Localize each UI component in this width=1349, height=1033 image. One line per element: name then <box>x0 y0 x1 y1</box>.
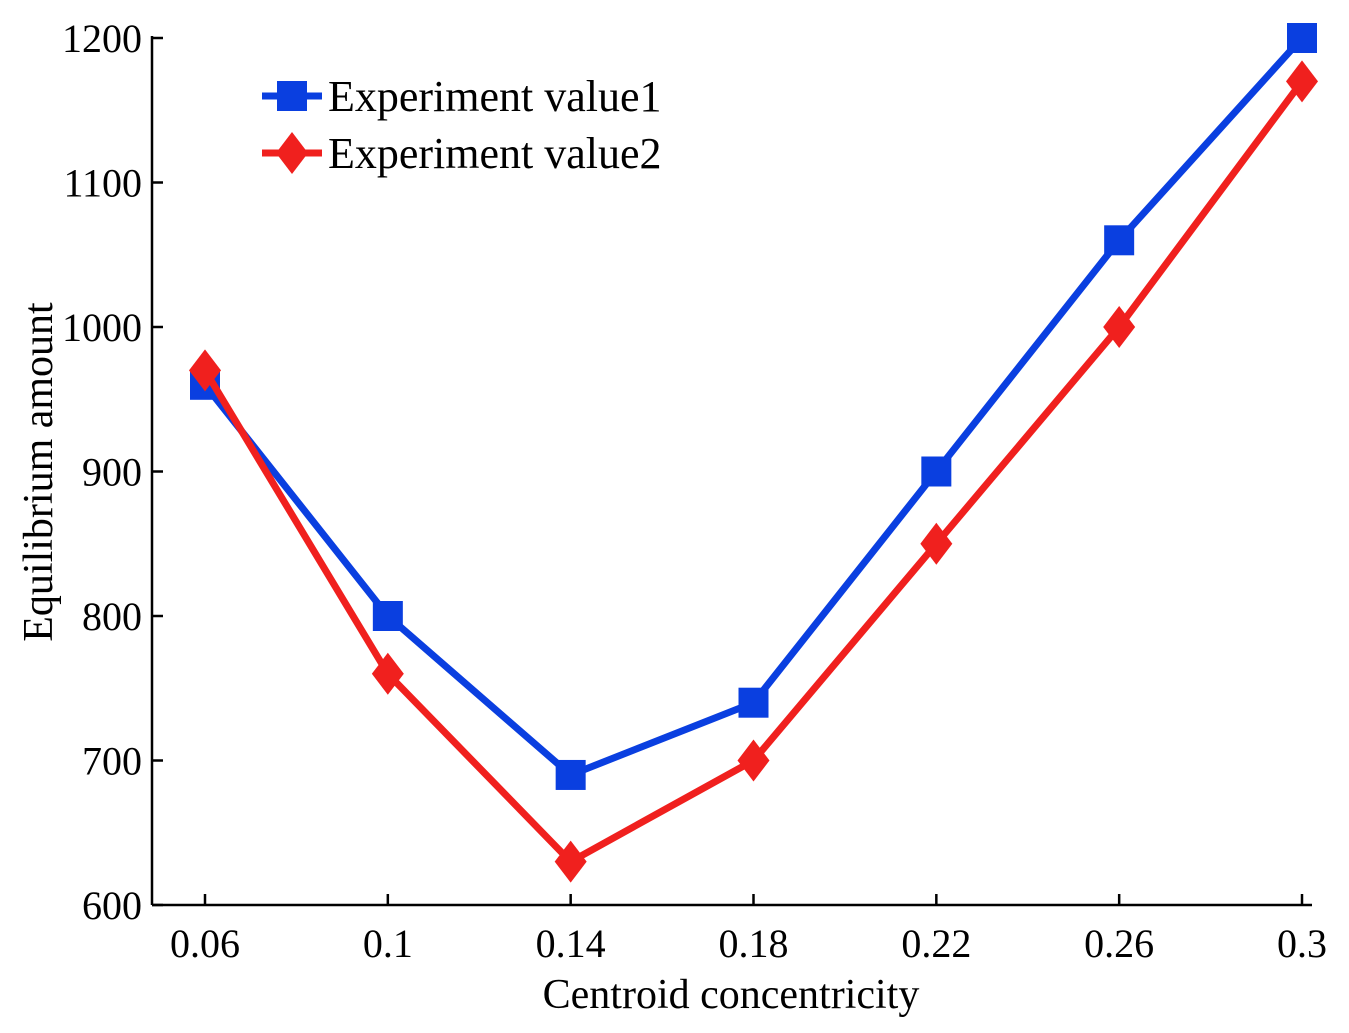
x-tick-label: 0.14 <box>536 921 606 966</box>
data-point <box>555 759 586 790</box>
legend-marker <box>277 81 307 111</box>
legend-label: Experiment value2 <box>328 129 662 178</box>
y-tick-label: 1000 <box>62 305 142 350</box>
series-1 <box>190 23 1317 790</box>
y-tick-label: 900 <box>82 450 142 495</box>
x-tick-label: 0.06 <box>170 921 240 966</box>
data-point <box>372 601 403 631</box>
x-tick-label: 0.26 <box>1084 921 1154 966</box>
data-point <box>920 522 953 565</box>
data-point <box>921 456 952 487</box>
data-point <box>737 739 770 782</box>
y-tick-label: 800 <box>82 594 142 639</box>
data-point <box>1104 225 1135 256</box>
axes: 600 700 800 900 1000 1100 1200 0.06 0.1 0.14 0.18 0… <box>62 16 1327 966</box>
legend-marker <box>276 132 308 174</box>
x-tick-label: 0.22 <box>901 921 971 966</box>
y-tick-label: 1100 <box>63 161 142 206</box>
y-tick-label: 1200 <box>62 16 142 61</box>
x-tick-label: 0.3 <box>1277 921 1327 966</box>
legend: Experiment value1 Experiment value2 <box>262 72 662 178</box>
data-point <box>1103 306 1136 348</box>
x-tick-label: 0.1 <box>363 921 413 966</box>
legend-label: Experiment value1 <box>328 72 662 121</box>
data-point <box>738 687 769 718</box>
data-point <box>371 652 404 695</box>
data-point <box>189 349 221 392</box>
data-point <box>1287 23 1317 53</box>
y-axis-label: Equilibrium amount <box>16 302 62 642</box>
y-tick-label: 700 <box>82 739 142 784</box>
x-tick-label: 0.18 <box>719 921 789 966</box>
data-point <box>554 840 587 883</box>
data-point <box>1286 60 1318 103</box>
x-axis-label: Centroid concentricity <box>543 972 920 1018</box>
series-2 <box>189 60 1318 883</box>
series-layer <box>189 23 1318 883</box>
y-tick-label: 600 <box>82 883 142 928</box>
